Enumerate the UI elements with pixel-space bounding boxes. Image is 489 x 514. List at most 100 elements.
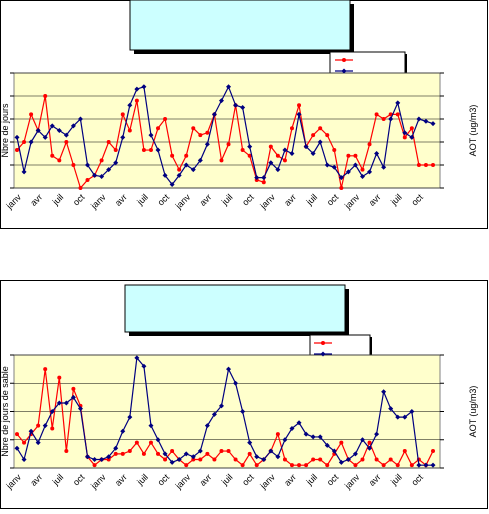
marker <box>261 457 267 463</box>
marker <box>226 449 231 454</box>
marker <box>92 172 98 178</box>
marker <box>367 445 373 451</box>
marker <box>78 186 83 190</box>
marker <box>374 151 380 156</box>
marker <box>14 445 20 451</box>
marker <box>345 169 351 175</box>
marker <box>63 132 69 138</box>
marker <box>297 463 302 468</box>
marker <box>141 451 146 456</box>
marker <box>395 463 400 468</box>
marker <box>141 148 146 153</box>
charts: Nbre de jours AOT (ug/m3)janv avr juil oct ja… <box>0 58 478 491</box>
marker <box>205 451 210 456</box>
y-axis-label: Nbre de jours <box>0 103 10 158</box>
marker <box>367 142 372 147</box>
marker <box>338 175 344 181</box>
marker <box>35 440 41 446</box>
marker <box>226 366 232 372</box>
marker <box>431 163 435 167</box>
marker <box>353 153 358 158</box>
marker <box>77 116 83 122</box>
marker <box>113 148 118 153</box>
marker <box>360 457 365 462</box>
title-box <box>129 0 351 51</box>
marker <box>233 380 239 386</box>
marker <box>190 454 196 460</box>
marker <box>198 133 203 138</box>
marker <box>85 162 91 168</box>
marker <box>289 425 295 431</box>
marker <box>374 431 380 437</box>
marker <box>247 440 253 446</box>
marker <box>311 457 316 462</box>
marker <box>268 160 274 166</box>
marker <box>134 86 140 92</box>
marker <box>99 457 105 463</box>
marker <box>120 428 126 434</box>
marker <box>317 434 323 440</box>
marker <box>170 449 175 454</box>
marker <box>92 463 97 468</box>
marker <box>360 167 365 172</box>
marker <box>21 457 27 463</box>
marker <box>409 126 414 131</box>
marker <box>268 448 274 454</box>
marker <box>303 144 309 150</box>
marker <box>134 355 140 361</box>
marker <box>275 167 281 173</box>
marker <box>381 117 386 121</box>
marker <box>317 139 323 145</box>
marker <box>176 457 182 463</box>
marker <box>240 148 245 153</box>
marker <box>212 457 217 462</box>
marker <box>282 437 288 443</box>
marker <box>113 160 119 166</box>
marker <box>14 134 20 140</box>
marker <box>345 457 351 463</box>
marker <box>218 98 224 104</box>
marker <box>324 442 330 448</box>
marker <box>409 463 414 468</box>
marker <box>35 128 41 133</box>
marker <box>332 148 337 153</box>
marker <box>205 130 210 135</box>
marker <box>296 420 302 426</box>
marker <box>204 423 210 429</box>
marker <box>163 117 168 121</box>
marker <box>367 169 373 175</box>
marker <box>233 457 238 462</box>
marker <box>423 163 428 167</box>
marker <box>29 112 34 117</box>
marker <box>211 111 217 117</box>
marker <box>304 463 309 468</box>
marker <box>113 445 119 451</box>
marker <box>56 400 62 406</box>
marker <box>359 174 365 179</box>
marker <box>190 167 196 173</box>
marker <box>310 434 316 440</box>
marker <box>240 463 245 468</box>
marker <box>324 162 330 168</box>
marker <box>431 449 435 454</box>
marker <box>311 133 316 138</box>
marker <box>430 121 436 127</box>
marker <box>28 428 34 434</box>
marker <box>57 375 62 380</box>
marker <box>141 363 147 369</box>
marker <box>226 142 231 147</box>
marker <box>275 153 280 158</box>
marker <box>254 175 260 181</box>
marker <box>42 134 48 140</box>
marker <box>240 409 246 414</box>
marker <box>282 158 287 163</box>
marker <box>318 126 323 131</box>
marker <box>64 449 69 454</box>
marker <box>155 147 161 153</box>
marker <box>416 163 421 167</box>
marker <box>15 148 19 153</box>
marker <box>381 463 386 468</box>
marker <box>141 84 147 90</box>
y-axis-label: Nbre de jours de sable <box>0 366 10 457</box>
marker <box>156 126 161 131</box>
